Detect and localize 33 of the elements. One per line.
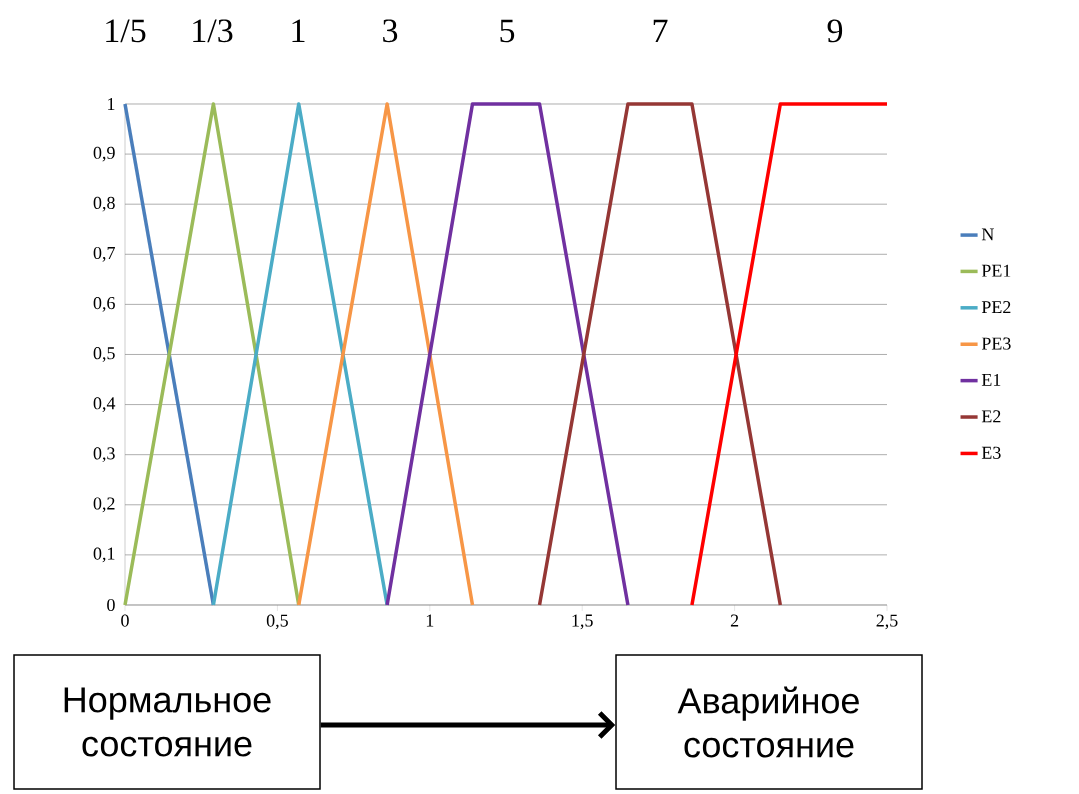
text: 1	[292, 19, 305, 42]
x-tick-label: 2	[730, 614, 739, 627]
text: 9	[827, 19, 843, 43]
legend-label: E3	[981, 446, 1001, 459]
x-tick-label: 1,5	[572, 614, 593, 630]
legend-label: PE1	[981, 264, 1011, 277]
legend-label: E1	[981, 373, 1001, 386]
y-tick-label: 0,7	[93, 246, 115, 262]
x-tick-label: 2,5	[876, 614, 898, 630]
y-tick-label: 0	[107, 598, 115, 612]
legend-label: PE2	[981, 301, 1011, 314]
text: Аварийное состояние	[677, 686, 859, 758]
y-tick-label: 0,8	[93, 196, 115, 212]
y-tick-label: 1	[108, 98, 115, 110]
y-tick-label: 0,5	[93, 347, 115, 362]
y-tick-label: 0,3	[93, 447, 115, 463]
y-tick-label: 0,4	[93, 397, 116, 412]
text: Нормальное состояние	[64, 687, 271, 757]
legend-label: N	[981, 228, 994, 241]
text: 1/3	[193, 19, 233, 43]
y-tick-label: 0,6	[93, 297, 115, 312]
text: 7	[653, 19, 668, 42]
text: 5	[500, 19, 515, 43]
legend-label: PE3	[981, 337, 1011, 350]
x-tick-label: 0,5	[266, 614, 288, 630]
y-tick-label: 0,9	[93, 146, 115, 162]
text: 3	[383, 19, 398, 43]
y-tick-label: 0,1	[93, 547, 115, 563]
y-tick-label: 0,2	[93, 497, 115, 513]
x-tick-label: 0	[121, 614, 129, 627]
x-tick-label: 1	[426, 614, 434, 627]
text: 1/5	[106, 19, 146, 43]
legend-label: E2	[981, 410, 1001, 423]
